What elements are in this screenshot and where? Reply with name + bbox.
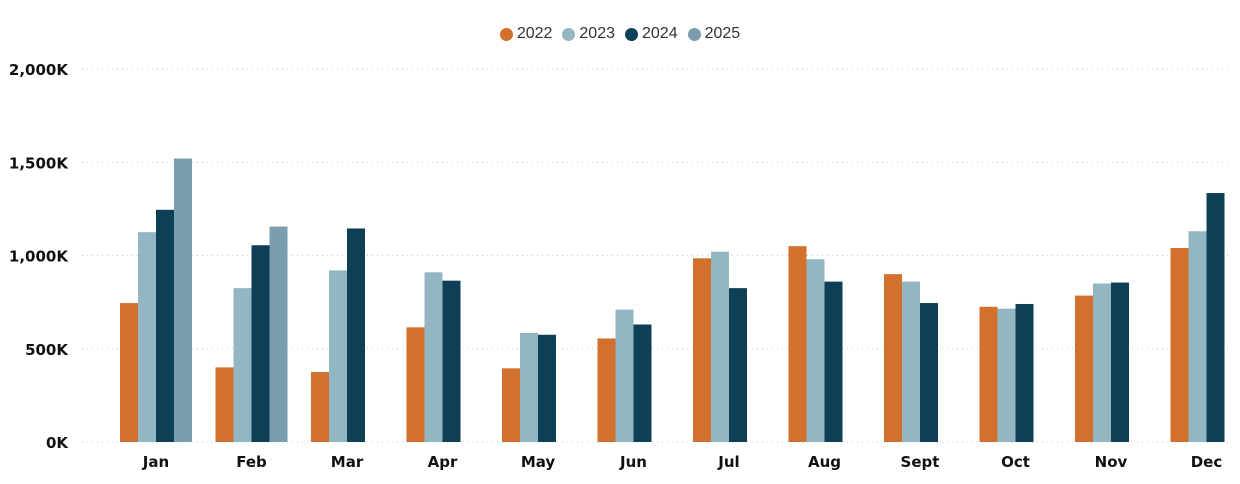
bar-2024-sept[interactable] [920,303,938,442]
legend-label-2023: 2023 [579,25,615,42]
bar-2024-mar[interactable] [347,228,365,442]
bar-2024-aug[interactable] [824,281,843,442]
legend-item-2024[interactable]: 2024 [625,25,678,43]
bar-2023-feb[interactable] [233,288,252,442]
bar-2023-nov[interactable] [1093,283,1111,442]
legend-marker-2022 [499,27,513,41]
chart-legend: 2022 2023 2024 2025 [0,22,1240,46]
bar-2024-apr[interactable] [442,280,461,442]
bar-2023-apr[interactable] [424,272,443,442]
bars [120,158,1225,442]
legend-item-2022[interactable]: 2022 [499,25,553,43]
x-tick-label: Apr [428,453,458,471]
bar-2022-jun[interactable] [597,338,616,442]
y-tick-label: 500K [25,341,69,359]
bar-2022-oct[interactable] [979,306,998,442]
bar-2023-oct[interactable] [997,308,1016,442]
bar-2024-dec[interactable] [1206,193,1225,442]
legend-marker-2023 [562,27,576,41]
legend-item-2025[interactable]: 2025 [687,25,741,43]
legend-label-2022: 2022 [516,25,553,42]
x-tick-label: Jul [717,453,739,471]
bar-2022-feb[interactable] [215,367,234,442]
x-tick-label: Jun [619,453,647,471]
y-tick-label: 2,000K [9,61,69,79]
bar-2023-may[interactable] [520,332,538,442]
bar-2023-jul[interactable] [711,251,729,442]
x-tick-label: Oct [1001,453,1030,471]
legend-label-2025: 2025 [704,25,741,42]
bar-2022-may[interactable] [502,368,520,442]
bar-2022-mar[interactable] [311,372,329,442]
bar-2023-aug[interactable] [806,259,825,442]
x-tick-label: Sept [901,453,940,471]
bar-2022-aug[interactable] [788,246,807,442]
x-tick-label: Feb [236,453,267,471]
bar-2022-dec[interactable] [1170,248,1189,442]
legend-label-2024: 2024 [642,25,678,42]
bar-2023-jun[interactable] [615,309,634,442]
bar-2022-apr[interactable] [406,327,425,442]
y-tick-label: 0K [46,434,69,452]
bar-2025-jan[interactable] [174,158,192,442]
bar-2022-jul[interactable] [693,258,711,442]
x-tick-label: Mar [331,453,364,471]
bar-2022-sept[interactable] [884,274,902,442]
bar-2024-jan[interactable] [156,209,174,442]
x-tick-label: Aug [808,453,841,471]
bar-2025-feb[interactable] [269,226,288,442]
bar-2024-feb[interactable] [251,245,270,442]
x-tick-label: Jan [142,453,169,471]
bar-2024-jun[interactable] [633,324,652,442]
bar-2022-jan[interactable] [120,303,138,442]
x-tick-label: Nov [1095,453,1128,471]
y-tick-label: 1,500K [9,154,69,172]
bar-2022-nov[interactable] [1075,295,1093,442]
x-axis-ticks: Jan Feb Mar Apr May Jun Jul Aug Sept Oct Nov Dec [142,453,1222,471]
bar-2023-mar[interactable] [329,270,347,442]
bar-2023-dec[interactable] [1188,231,1207,442]
y-tick-label: 1,000K [9,248,69,266]
x-tick-label: May [521,453,556,471]
bar-2023-sept[interactable] [902,281,920,442]
x-tick-label: Dec [1191,453,1223,471]
legend-marker-2025 [687,27,701,41]
bar-2024-nov[interactable] [1111,282,1129,442]
legend-marker-2024 [625,27,638,41]
bar-2024-oct[interactable] [1015,303,1034,442]
y-axis-ticks: 0K 500K 1,000K 1,500K 2,000K [9,61,69,452]
bar-2023-jan[interactable] [138,232,156,442]
bar-2024-may[interactable] [538,334,556,442]
bar-2024-jul[interactable] [729,288,747,442]
legend-item-2023[interactable]: 2023 [562,25,615,43]
